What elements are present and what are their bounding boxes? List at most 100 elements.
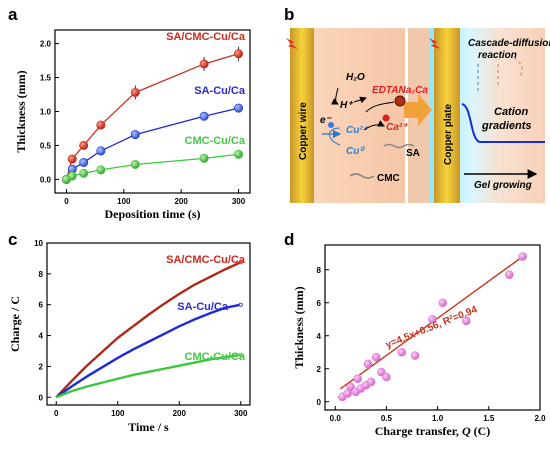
gel-growing-label: Gel growing [474, 180, 532, 191]
chart-a-point [234, 149, 244, 159]
chart-d-xtick-label: 2.0 [534, 414, 546, 423]
chart-c-ytick-label: 0 [39, 393, 44, 402]
chart-d-point [428, 314, 437, 324]
chart-d-point [363, 359, 373, 369]
chart-d-xtick-label: 0.5 [381, 414, 393, 423]
chart-d-plot-frame [324, 244, 541, 411]
chart-a-point [96, 120, 106, 130]
h2o-label: H₂O [346, 72, 365, 83]
chart-a-series-line [65, 53, 239, 180]
panel-label-a: a [8, 5, 18, 24]
chart-d-ytick-label: 0 [317, 398, 322, 407]
h2o-arrow [331, 87, 339, 105]
sa-chain [383, 143, 415, 149]
chart-d-point [353, 374, 363, 383]
chart-a-point [96, 146, 106, 156]
chart-a-point [67, 154, 77, 164]
chart-a-point [79, 168, 89, 178]
chart-a-xtick-label: 300 [232, 197, 246, 206]
chart-c-endpoint [238, 352, 243, 357]
chart-c-ytick-label: 6 [39, 301, 44, 310]
chart-a-ytick-label: 1.5 [40, 74, 52, 83]
chart-d-point [438, 298, 448, 308]
ca2plus-label: Ca²⁺ [386, 122, 409, 133]
chart-c-ytick-label: 4 [39, 332, 44, 341]
chart-d-ytick-label: 2 [317, 365, 322, 374]
chart-a-xtick-label: 100 [117, 197, 131, 206]
chart-d-point [366, 377, 376, 387]
copper-plate-label: Copper plate [443, 103, 454, 165]
chart-a-point [79, 157, 89, 167]
chart-a-point [199, 59, 209, 69]
chart-c-endpoint [238, 302, 243, 307]
chart-c-plot-frame [46, 242, 251, 406]
dashed-arrow-3 [513, 57, 523, 77]
chart-c-series-line [55, 261, 242, 399]
panel-label-b: b [284, 5, 294, 24]
chart-d: 0.0 0.5 1.0 1.5 2.0 0 2 4 6 8 Charge transfer, Q (… [292, 244, 546, 438]
chart-a-plot-frame [54, 29, 251, 194]
chart-c-ylabel: Charge / C [8, 296, 22, 352]
chart-a-point [130, 87, 140, 97]
chart-d-fit-annotation: y=4.5x+0.56, R²=0.94 [384, 304, 479, 351]
chart-a-ytick-label: 0.5 [40, 141, 52, 150]
chart-d-point [410, 351, 420, 360]
cmc-label: CMC [377, 173, 400, 184]
chart-c-series-line [55, 353, 241, 399]
hplus-label: H⁺ [340, 100, 354, 111]
chart-a-ytick-label: 0.0 [40, 175, 52, 184]
chart-a-point [199, 153, 209, 163]
chart-a-series-line [66, 153, 239, 180]
chart-c-xlabel: Time / s [128, 420, 169, 434]
chart-a-point [130, 130, 140, 140]
chart-a-ytick-label: 2.0 [40, 40, 52, 49]
copper-plate-bar [434, 28, 460, 203]
edta-arrow [365, 101, 395, 113]
chart-c-xtick-label: 200 [173, 409, 187, 418]
ca-ball [382, 114, 390, 122]
chart-a-ylabel: Thickness (mm) [14, 70, 28, 152]
hplus-arrow [353, 96, 367, 104]
diagram-b: Copper wire Copper plate H₂O H⁺ e⁻ Cu²⁺ … [286, 28, 550, 203]
chart-a-point [234, 49, 244, 59]
panel-label-d: d [284, 230, 294, 249]
chart-d-ytick-label: 4 [317, 332, 322, 341]
chart-c-xtick-label: 0 [54, 409, 59, 418]
chart-c-ytick-label: 8 [39, 270, 44, 279]
electron-dot [328, 122, 334, 128]
cation-label-2: gradients [481, 120, 532, 132]
chart-a-ytick-label: 1.0 [40, 108, 52, 117]
chart-d-xtick-label: 1.5 [483, 414, 495, 423]
cation-label-1: Cation [494, 106, 529, 118]
chart-d-ytick-label: 6 [317, 299, 322, 308]
chart-a: 0 100 200 300 0.0 0.5 1.0 1.5 2.0 Deposition time… [14, 29, 251, 221]
chart-c-ytick-label: 10 [34, 239, 43, 248]
chart-a-point [234, 103, 244, 113]
chart-a-point [130, 159, 140, 169]
cascade-label-2: reaction [478, 50, 517, 61]
chart-a-point [199, 111, 209, 121]
chart-a-point [67, 171, 77, 181]
chart-d-xlabel-var: Q [462, 424, 471, 438]
chart-a-series-label: SA/CMC-Cu/Ca [166, 31, 246, 43]
chart-a-xtick-label: 0 [64, 197, 69, 206]
chart-d-point [504, 270, 514, 280]
chart-d-xlabel-unit: (C) [471, 424, 491, 438]
chart-d-point [371, 352, 381, 362]
eminus-label: e⁻ [320, 115, 333, 126]
copper-wire-label: Copper wire [298, 102, 309, 160]
chart-d-ylabel: Thickness (mm) [292, 286, 306, 368]
copper-wire-bar [290, 28, 314, 203]
cu2plus-label: Cu²⁺ [346, 125, 370, 136]
chart-d-ytick-label: 8 [317, 266, 322, 275]
chart-c-series-line [55, 303, 242, 399]
chart-d-point [518, 252, 527, 261]
cascade-label-1: Cascade-diffusion [468, 38, 550, 49]
edta-ball [394, 95, 406, 107]
chart-a-point [96, 165, 106, 175]
cation-gradient-curve [461, 103, 545, 143]
chart-c-series-label: SA-Cu/Ca [177, 301, 229, 313]
cmc-chain [349, 173, 375, 179]
chart-c-xtick-label: 300 [234, 409, 248, 418]
